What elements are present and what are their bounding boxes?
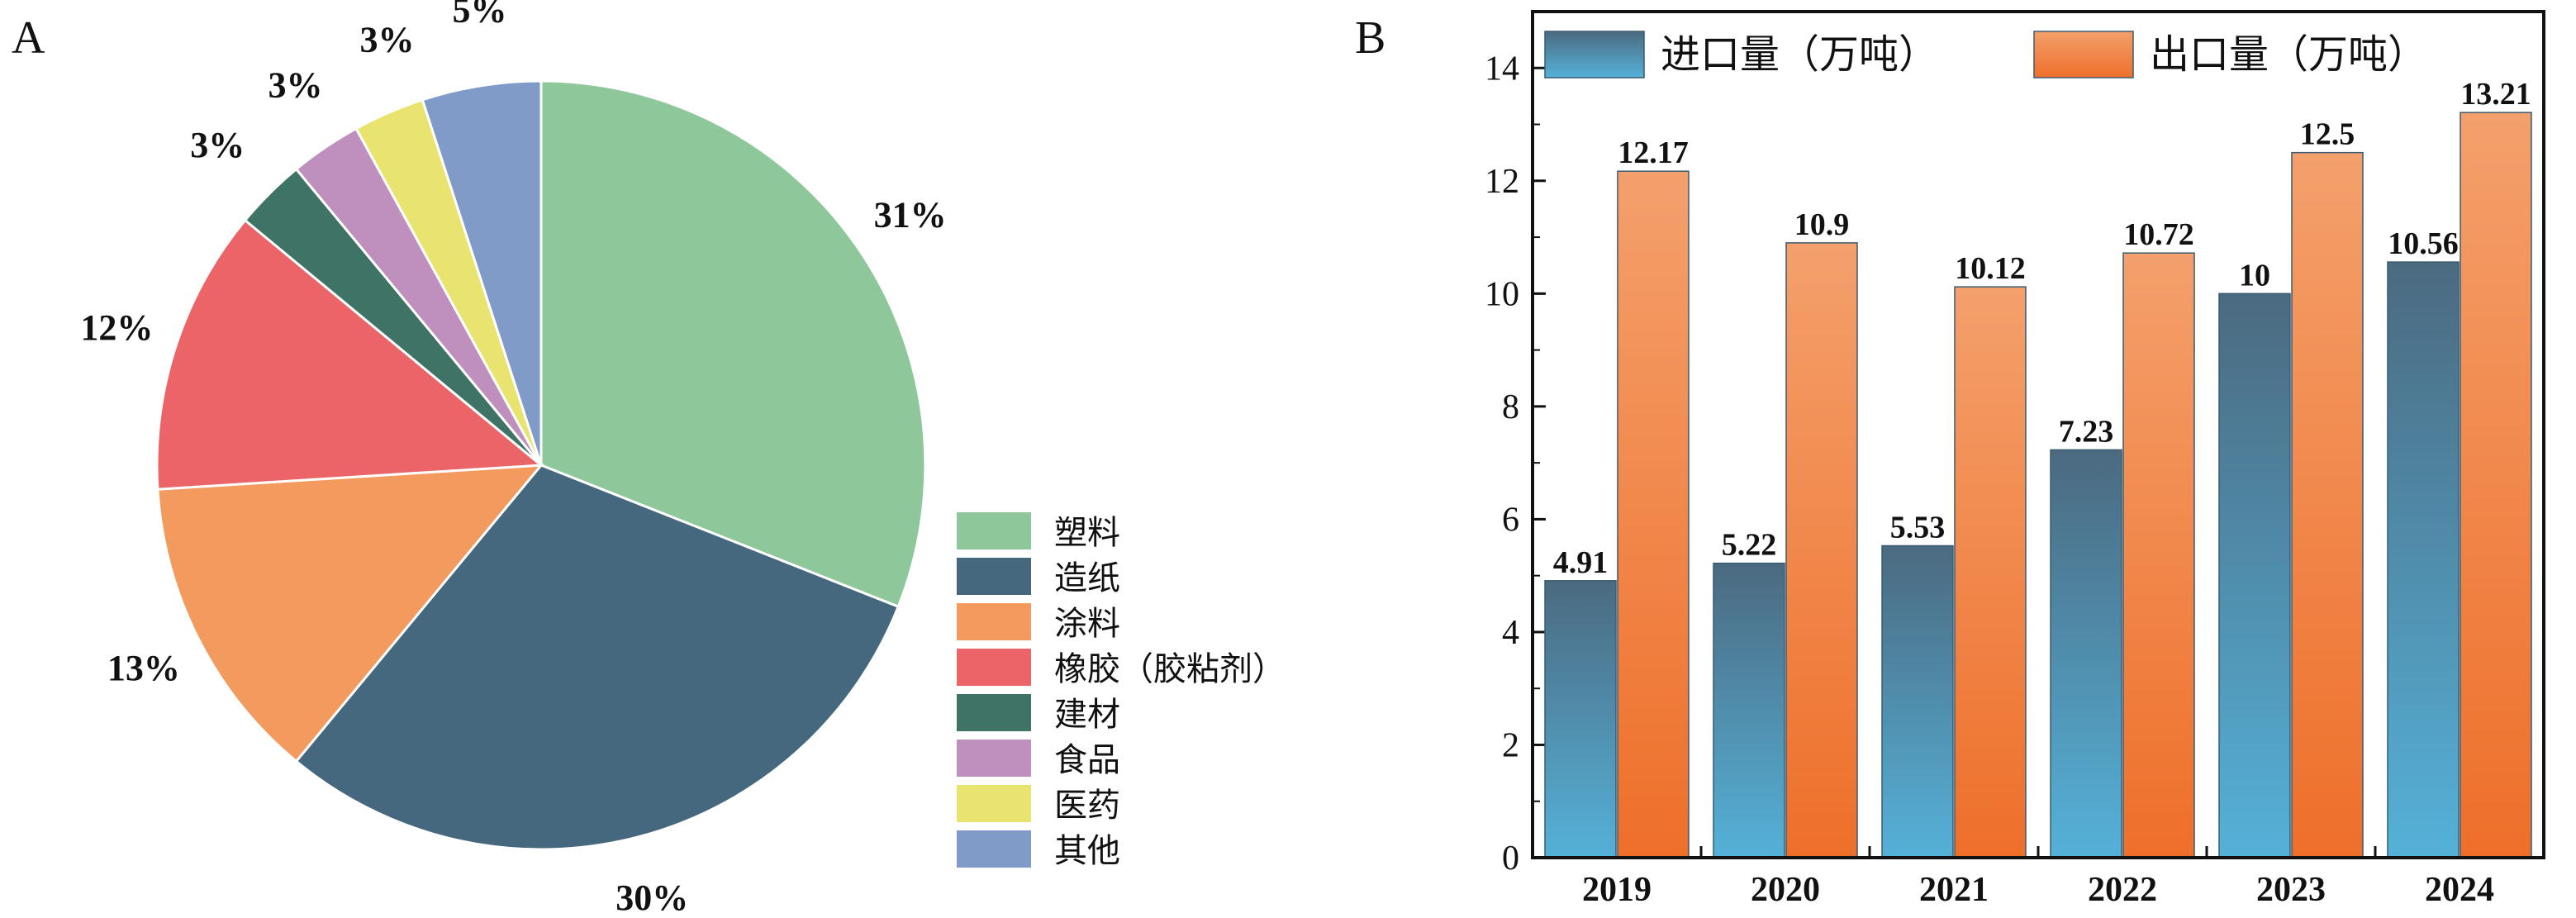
legend-swatch (957, 603, 1031, 640)
pie-percent-label: 3% (269, 64, 323, 105)
bar-value-label: 13.21 (2460, 77, 2531, 112)
bar-value-label: 10.56 (2388, 226, 2459, 261)
bar-value-label: 5.22 (1722, 528, 1777, 563)
pie-slice-4 (155, 218, 544, 491)
bar-value-label: 10.9 (1794, 207, 1850, 242)
legend-label: 医药 (1054, 787, 1120, 825)
export-bar (2122, 252, 2195, 859)
panel-label-b: B (1355, 12, 1385, 64)
bar-legend: 进口量（万吨） 出口量（万吨） (1544, 31, 2427, 78)
export-bar (1785, 242, 1858, 859)
legend-label: 塑料 (1054, 514, 1120, 552)
legend-swatch (957, 785, 1031, 822)
pie-percent-label: 3% (190, 125, 245, 165)
export-bar (2460, 112, 2532, 859)
x-tick-label: 2022 (2088, 871, 2157, 909)
import-bar (2218, 293, 2291, 859)
legend-swatch (957, 512, 1031, 549)
bar-value-label: 10.72 (2123, 217, 2194, 252)
import-bar (2387, 261, 2460, 859)
y-tick-label: 10 (1485, 275, 1519, 313)
legend-label: 食品 (1054, 741, 1120, 779)
export-bar (1954, 286, 2027, 859)
x-tick-label: 2024 (2425, 871, 2494, 909)
legend-label: 造纸 (1054, 559, 1120, 597)
pie-percent-label: 13% (107, 648, 180, 688)
x-tick-label: 2019 (1582, 871, 1652, 909)
x-tick-label: 2020 (1751, 871, 1820, 909)
legend-swatch (957, 830, 1031, 868)
pie-slice-2 (294, 464, 901, 851)
pie-percent-label: 3% (360, 19, 415, 59)
legend-swatch (2033, 31, 2134, 78)
bar-value-label: 12.5 (2300, 117, 2355, 152)
legend-label: 涂料 (1054, 605, 1120, 643)
import-bar (1881, 545, 1954, 859)
bar-plot-frame (1531, 10, 2545, 859)
y-tick-label: 6 (1502, 501, 1519, 539)
import-bar (1544, 580, 1617, 859)
legend-label: 其他 (1054, 832, 1120, 870)
pie-percent-label: 30% (615, 878, 688, 918)
pie-chart (155, 79, 927, 851)
y-tick-label: 12 (1485, 163, 1519, 201)
bar-value-label: 10.12 (1955, 251, 2026, 286)
pie-slice-1 (539, 79, 927, 609)
legend-label: 出口量（万吨） (2150, 31, 2427, 78)
bar-value-label: 5.53 (1890, 510, 1946, 545)
bar-value-label: 4.91 (1553, 545, 1609, 580)
bar-axis-ticks: 0 2 4 6 8 10 12 14 2019 2020 2021 2022 2023 2024 (1485, 11, 2494, 909)
bar-value-label: 10 (2239, 258, 2270, 293)
legend-label: 建材 (1054, 696, 1120, 734)
pie-percent-label: 5% (453, 0, 507, 31)
export-bar (2291, 151, 2364, 859)
pie-slice-3 (156, 464, 544, 763)
y-tick-label: 0 (1502, 840, 1519, 878)
y-tick-label: 8 (1502, 388, 1519, 426)
x-tick-label: 2023 (2256, 871, 2326, 909)
bar-value-label: 12.17 (1618, 136, 1689, 170)
legend-swatch (957, 649, 1031, 686)
y-tick-label: 14 (1485, 50, 1519, 88)
y-tick-label: 4 (1502, 614, 1519, 652)
legend-label: 橡胶（胶粘剂） (1054, 650, 1286, 688)
bar-value-labels: 4.91 12.17 5.22 10.9 5.53 10.12 7.23 10.72 10 12.… (1553, 77, 2531, 580)
x-tick-label: 2021 (1919, 871, 1989, 909)
pie-percent-label: 31% (874, 195, 947, 235)
bar-series (1544, 112, 2532, 859)
import-bar (2050, 449, 2122, 859)
pie-percent-labels: 31% 30% 13% 12% 3% 3% 3% 5% (80, 0, 946, 918)
legend-label: 进口量（万吨） (1661, 31, 1938, 78)
legend-swatch (957, 740, 1031, 777)
legend-swatch (957, 694, 1031, 731)
y-tick-label: 2 (1502, 726, 1519, 764)
export-bar (1617, 170, 1690, 859)
legend-swatch (1544, 31, 1645, 78)
pie-slice-8 (421, 79, 543, 466)
import-bar (1713, 562, 1785, 859)
panel-label-a: A (12, 12, 45, 64)
pie-percent-label: 12% (80, 307, 153, 348)
legend-swatch (957, 558, 1031, 595)
bar-value-label: 7.23 (2059, 414, 2114, 449)
